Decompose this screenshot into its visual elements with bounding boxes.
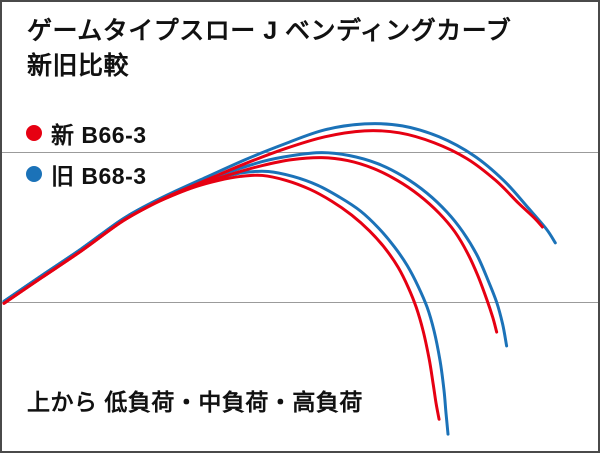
bending-curve [2,169,450,436]
chart-title: ゲームタイプスロー J ベンディングカーブ 新旧比較 [27,14,511,84]
load-order-annotation: 上から 低負荷・中負荷・高負荷 [27,389,363,415]
legend-label-old: 旧 B68-3 [51,163,147,189]
legend-item-old: 旧 B68-3 [26,163,147,189]
bending-curve [2,173,441,421]
legend: 新 B66-3 旧 B68-3 [26,122,147,204]
chart-title-line1: ゲームタイプスロー J ベンディングカーブ [27,17,512,45]
legend-dot-blue-icon [26,166,42,182]
chart-title-line2: 新旧比較 [27,52,130,80]
legend-item-new: 新 B66-3 [26,122,147,148]
legend-label-new: 新 B66-3 [51,122,147,148]
legend-dot-red-icon [26,125,42,141]
